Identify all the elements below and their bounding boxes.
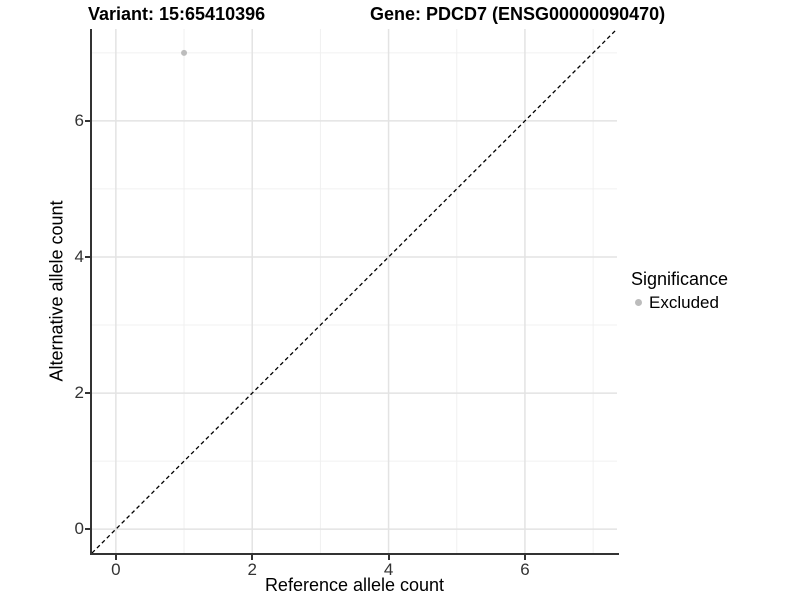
x-tick-label: 4 <box>383 560 394 579</box>
x-tick-mark <box>387 555 390 560</box>
plot-title-variant: Variant: 15:65410396 <box>88 4 266 24</box>
legend: Significance Excluded <box>631 269 728 312</box>
y-tick-mark <box>85 392 90 395</box>
legend-point-icon <box>635 299 642 306</box>
y-tick-mark <box>85 119 90 122</box>
y-tick-label: 2 <box>74 383 84 403</box>
x-axis-title: Reference allele count <box>264 575 445 595</box>
x-tick-label: 6 <box>520 560 530 579</box>
x-tick-label: 0 <box>111 560 121 579</box>
legend-title: Significance <box>631 269 729 289</box>
y-tick-mark <box>85 528 90 531</box>
legend-item: Excluded <box>631 293 728 312</box>
identity-line <box>92 29 617 553</box>
y-tick-label: 4 <box>74 246 84 266</box>
x-tick-mark <box>523 555 526 560</box>
plot-panel <box>90 29 619 555</box>
y-axis-title: Alternative allele count <box>46 200 67 382</box>
x-tick-label: 2 <box>247 560 257 579</box>
chart-area <box>92 29 617 553</box>
y-tick-label: 0 <box>74 519 84 539</box>
plot-title-gene: Gene: PDCD7 (ENSG00000090470) <box>370 4 666 24</box>
data-point <box>181 49 188 56</box>
y-tick-label: 6 <box>74 110 84 130</box>
x-tick-mark <box>114 555 117 560</box>
legend-label: Excluded <box>649 293 719 312</box>
x-tick-mark <box>251 555 254 560</box>
y-tick-mark <box>85 255 90 258</box>
legend-items: Excluded <box>631 293 728 312</box>
